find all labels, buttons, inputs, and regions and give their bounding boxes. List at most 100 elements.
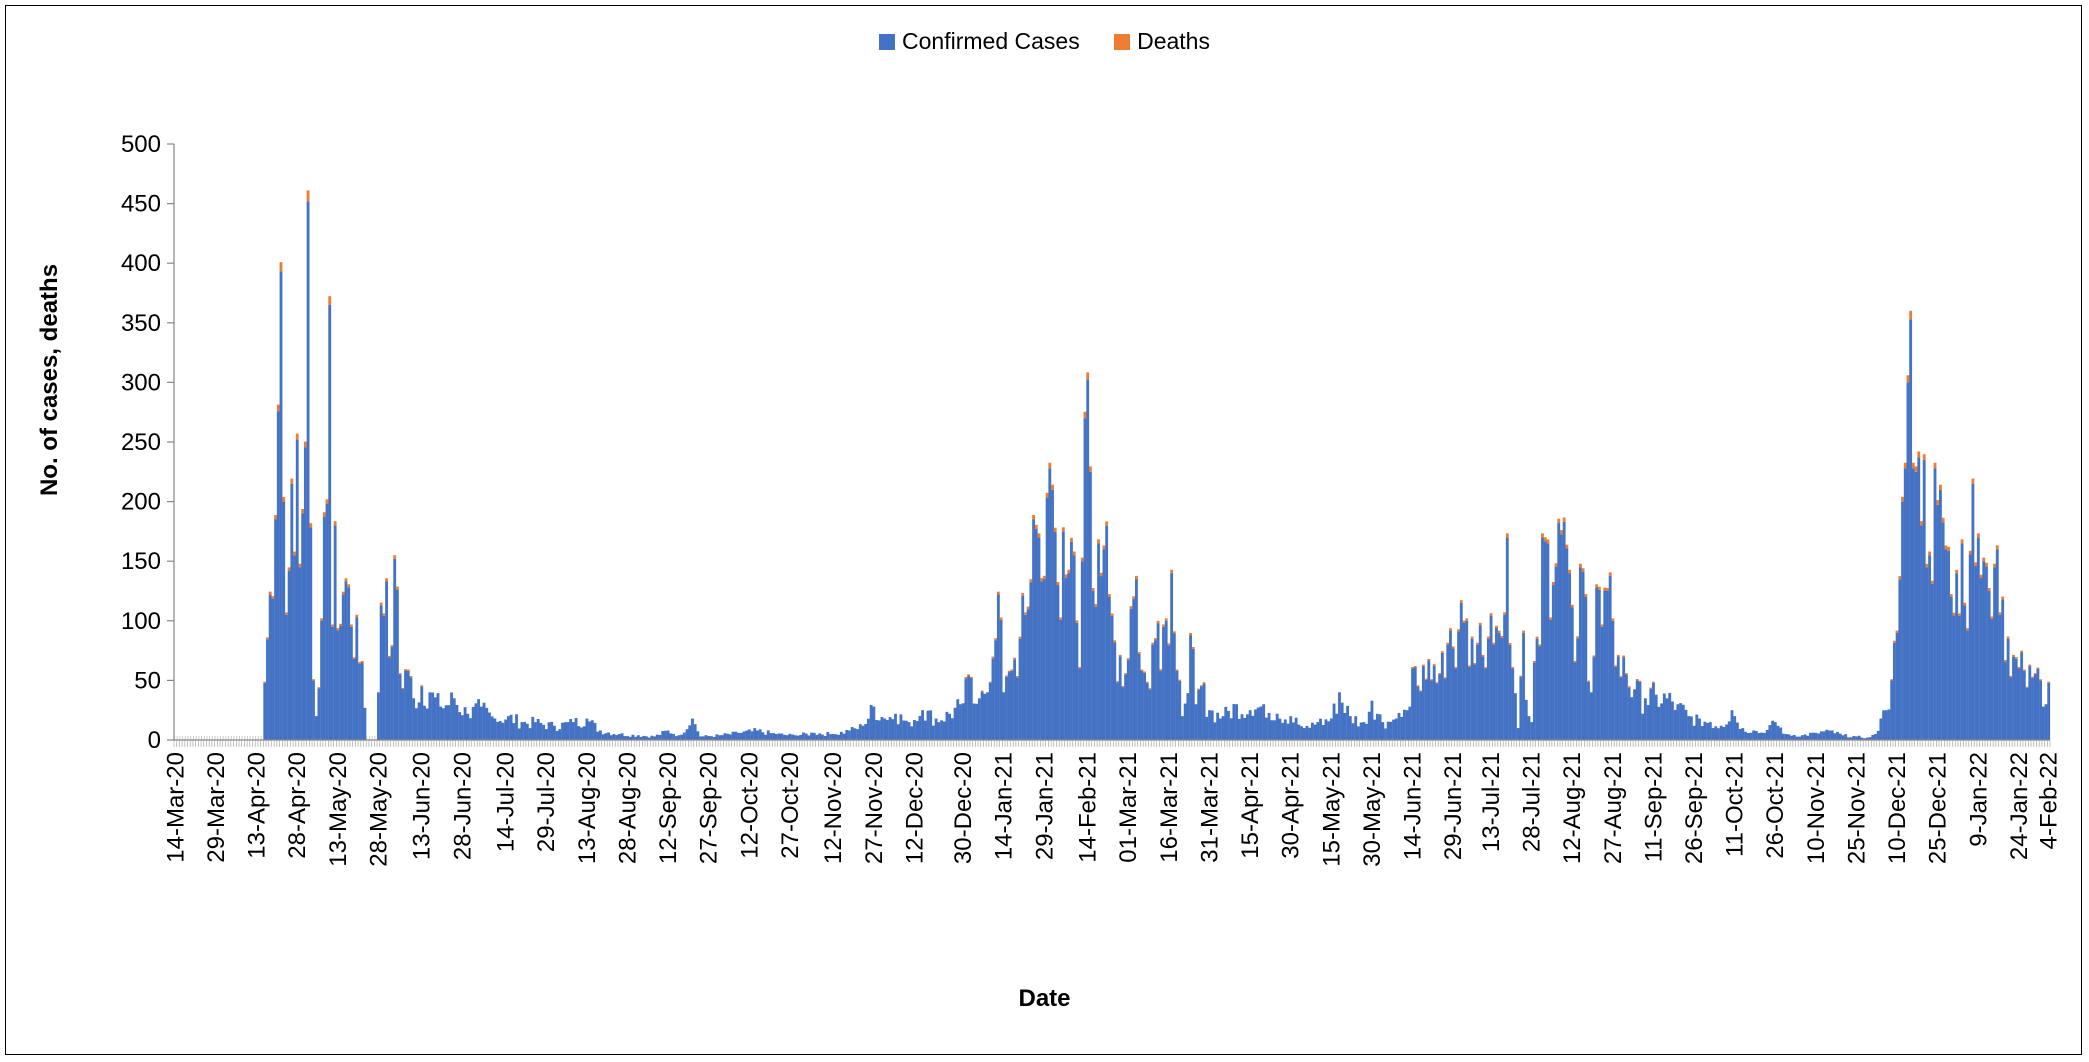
bar-confirmed — [1657, 706, 1661, 740]
bar-confirmed — [1259, 706, 1263, 740]
bar-empty — [233, 736, 235, 740]
bar-confirmed — [604, 733, 608, 740]
bar-confirmed — [1386, 721, 1390, 740]
bar-empty — [241, 736, 243, 740]
bar-confirmed — [460, 715, 464, 740]
bar-confirmed — [701, 736, 705, 740]
bar-confirmed — [1135, 579, 1138, 740]
bar-deaths — [328, 296, 332, 305]
bar-confirmed — [1841, 735, 1845, 740]
bar-confirmed — [1846, 737, 1850, 740]
bar-confirmed — [1278, 718, 1282, 740]
bar-confirmed — [1998, 614, 2002, 740]
bar-confirmed — [1522, 632, 1525, 740]
bar-confirmed — [1029, 582, 1033, 740]
bar-deaths — [1189, 633, 1192, 636]
bar-deaths — [1968, 550, 1972, 555]
bar-confirmed — [1281, 722, 1285, 740]
bar-confirmed — [926, 710, 930, 740]
bar-confirmed — [1256, 707, 1260, 740]
bar-confirmed — [842, 733, 846, 740]
bar-confirmed — [994, 640, 998, 740]
bar-confirmed — [956, 699, 960, 740]
x-tick-label: 9-Jan-22 — [1965, 752, 1992, 847]
bar-confirmed — [1909, 319, 1913, 740]
bar-confirmed — [609, 735, 613, 740]
bar-confirmed — [574, 718, 578, 740]
bar-deaths — [1159, 669, 1163, 671]
bar-confirmed — [1757, 733, 1761, 740]
bar-confirmed — [2003, 661, 2007, 740]
x-tick-label: 13-Aug-20 — [574, 752, 601, 864]
bar-confirmed — [1102, 549, 1106, 740]
bar-confirmed — [910, 726, 914, 740]
bar-deaths — [1059, 617, 1063, 620]
bar-confirmed — [769, 733, 773, 740]
bar-confirmed — [961, 703, 965, 740]
bar-confirmed — [1597, 589, 1601, 740]
bar-confirmed — [991, 658, 995, 740]
bar-confirmed — [485, 707, 489, 740]
x-axis-title: Date — [1018, 985, 1071, 1012]
bar-deaths — [1543, 537, 1547, 542]
bar-confirmed — [620, 733, 624, 740]
bar-confirmed — [623, 736, 627, 740]
bar-empty — [249, 736, 251, 740]
bar-deaths — [1048, 462, 1052, 469]
bar-deaths — [312, 679, 315, 681]
bar-deaths — [1560, 530, 1563, 535]
bar-empty — [201, 736, 203, 740]
bar-confirmed — [474, 703, 478, 740]
bar-confirmed — [1007, 672, 1011, 740]
x-tick-label: 12-Dec-20 — [901, 752, 928, 864]
bar-confirmed — [1933, 468, 1937, 740]
bar-confirmed — [504, 719, 508, 740]
bar-confirmed — [379, 605, 383, 740]
bar-deaths — [1137, 651, 1141, 654]
bar-deaths — [1578, 563, 1582, 568]
bar-confirmed — [931, 725, 935, 740]
bar-confirmed — [1855, 736, 1858, 740]
bar-confirmed — [1273, 720, 1276, 740]
bar-confirmed — [894, 713, 897, 740]
bar-confirmed — [923, 720, 927, 740]
bar-empty — [190, 736, 192, 740]
bar-confirmed — [433, 697, 437, 740]
bar-confirmed — [2031, 677, 2034, 740]
bar-confirmed — [596, 731, 600, 740]
bar-deaths — [1976, 533, 1980, 538]
bar-deaths — [1947, 546, 1950, 551]
bar-confirmed — [1270, 720, 1274, 740]
bar-confirmed — [1606, 591, 1609, 740]
bar-confirmed — [913, 719, 916, 740]
bar-confirmed — [1749, 732, 1753, 740]
bar-confirmed — [1427, 660, 1431, 740]
bar-confirmed — [1719, 725, 1723, 740]
bar-confirmed — [1051, 489, 1054, 740]
bar-deaths — [1928, 551, 1932, 556]
bar-confirmed — [940, 720, 943, 740]
bar-deaths — [1140, 669, 1144, 671]
bar-confirmed — [360, 662, 364, 740]
bar-confirmed — [1595, 587, 1599, 740]
bar-confirmed — [1920, 525, 1923, 740]
bar-confirmed — [1454, 668, 1458, 740]
bar-deaths — [1099, 572, 1103, 577]
bar-confirmed — [1218, 718, 1222, 740]
bar-empty — [198, 736, 200, 740]
bar-confirmed — [412, 698, 416, 740]
bar-deaths — [1595, 584, 1599, 588]
bar-deaths — [1979, 574, 1983, 578]
bar-confirmed — [707, 736, 711, 740]
bar-confirmed — [1059, 619, 1063, 740]
bar-confirmed — [295, 439, 299, 740]
x-tick-label: 25-Nov-21 — [1843, 752, 1870, 864]
bar-deaths — [2001, 596, 2005, 600]
bar-confirmed — [309, 527, 313, 740]
bar-confirmed — [1327, 721, 1331, 740]
bar-confirmed — [810, 732, 814, 740]
bar-confirmed — [1080, 561, 1084, 740]
bar-confirmed — [631, 734, 635, 740]
bar-confirmed — [1375, 713, 1379, 740]
bar-confirmed — [1237, 718, 1241, 740]
